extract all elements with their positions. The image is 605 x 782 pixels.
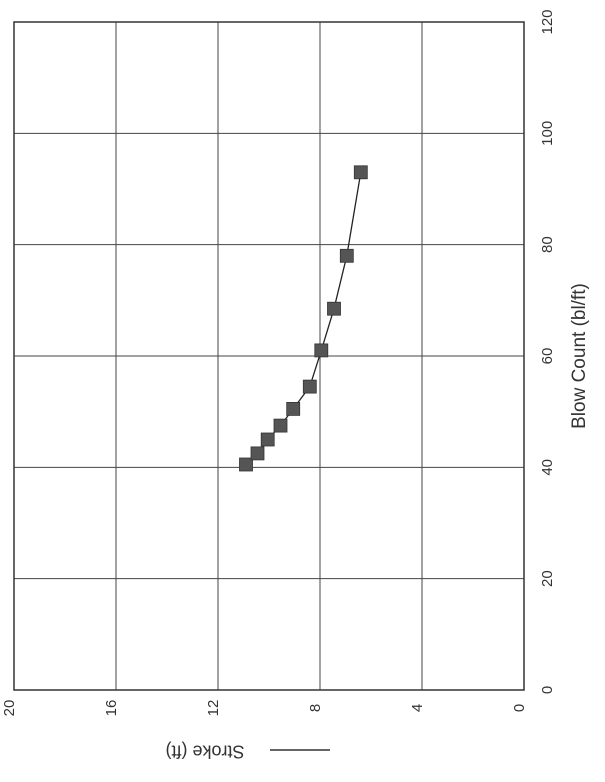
y-tick-label-20: 20 <box>1 700 18 717</box>
data-point-5 <box>302 379 317 394</box>
y-tick-label-0: 0 <box>511 704 528 712</box>
y-tick-label-12: 12 <box>205 700 222 717</box>
series-line-stroke <box>245 172 362 465</box>
x-tick-label-20: 20 <box>539 570 556 587</box>
data-point-0 <box>239 457 253 472</box>
tick-labels: 0 20 40 60 80 100 120 0 4 8 12 16 20 <box>1 9 556 716</box>
x-tick-label-0: 0 <box>539 686 556 694</box>
grid-lines <box>13 21 525 691</box>
x-tick-label-80: 80 <box>539 236 556 253</box>
y-tick-label-16: 16 <box>103 700 120 717</box>
series-layer <box>239 165 368 472</box>
data-point-8 <box>339 248 354 263</box>
data-point-4 <box>286 401 301 416</box>
x-tick-label-40: 40 <box>539 459 556 476</box>
data-point-9 <box>353 165 368 180</box>
legend: Stroke (ft) <box>165 741 330 761</box>
legend-label-stroke: Stroke (ft) <box>165 741 244 761</box>
plot-frame <box>13 21 525 691</box>
data-point-1 <box>250 446 265 461</box>
data-point-7 <box>327 301 341 316</box>
x-axis-title: Blow Count (bl/ft) <box>569 283 590 429</box>
y-tick-label-8: 8 <box>307 704 324 712</box>
x-tick-label-100: 100 <box>539 121 556 146</box>
x-tick-label-120: 120 <box>539 9 556 34</box>
y-tick-label-4: 4 <box>409 704 426 712</box>
data-point-3 <box>273 418 288 433</box>
data-point-2 <box>260 432 275 447</box>
x-tick-label-60: 60 <box>539 348 556 365</box>
data-point-6 <box>314 343 329 358</box>
